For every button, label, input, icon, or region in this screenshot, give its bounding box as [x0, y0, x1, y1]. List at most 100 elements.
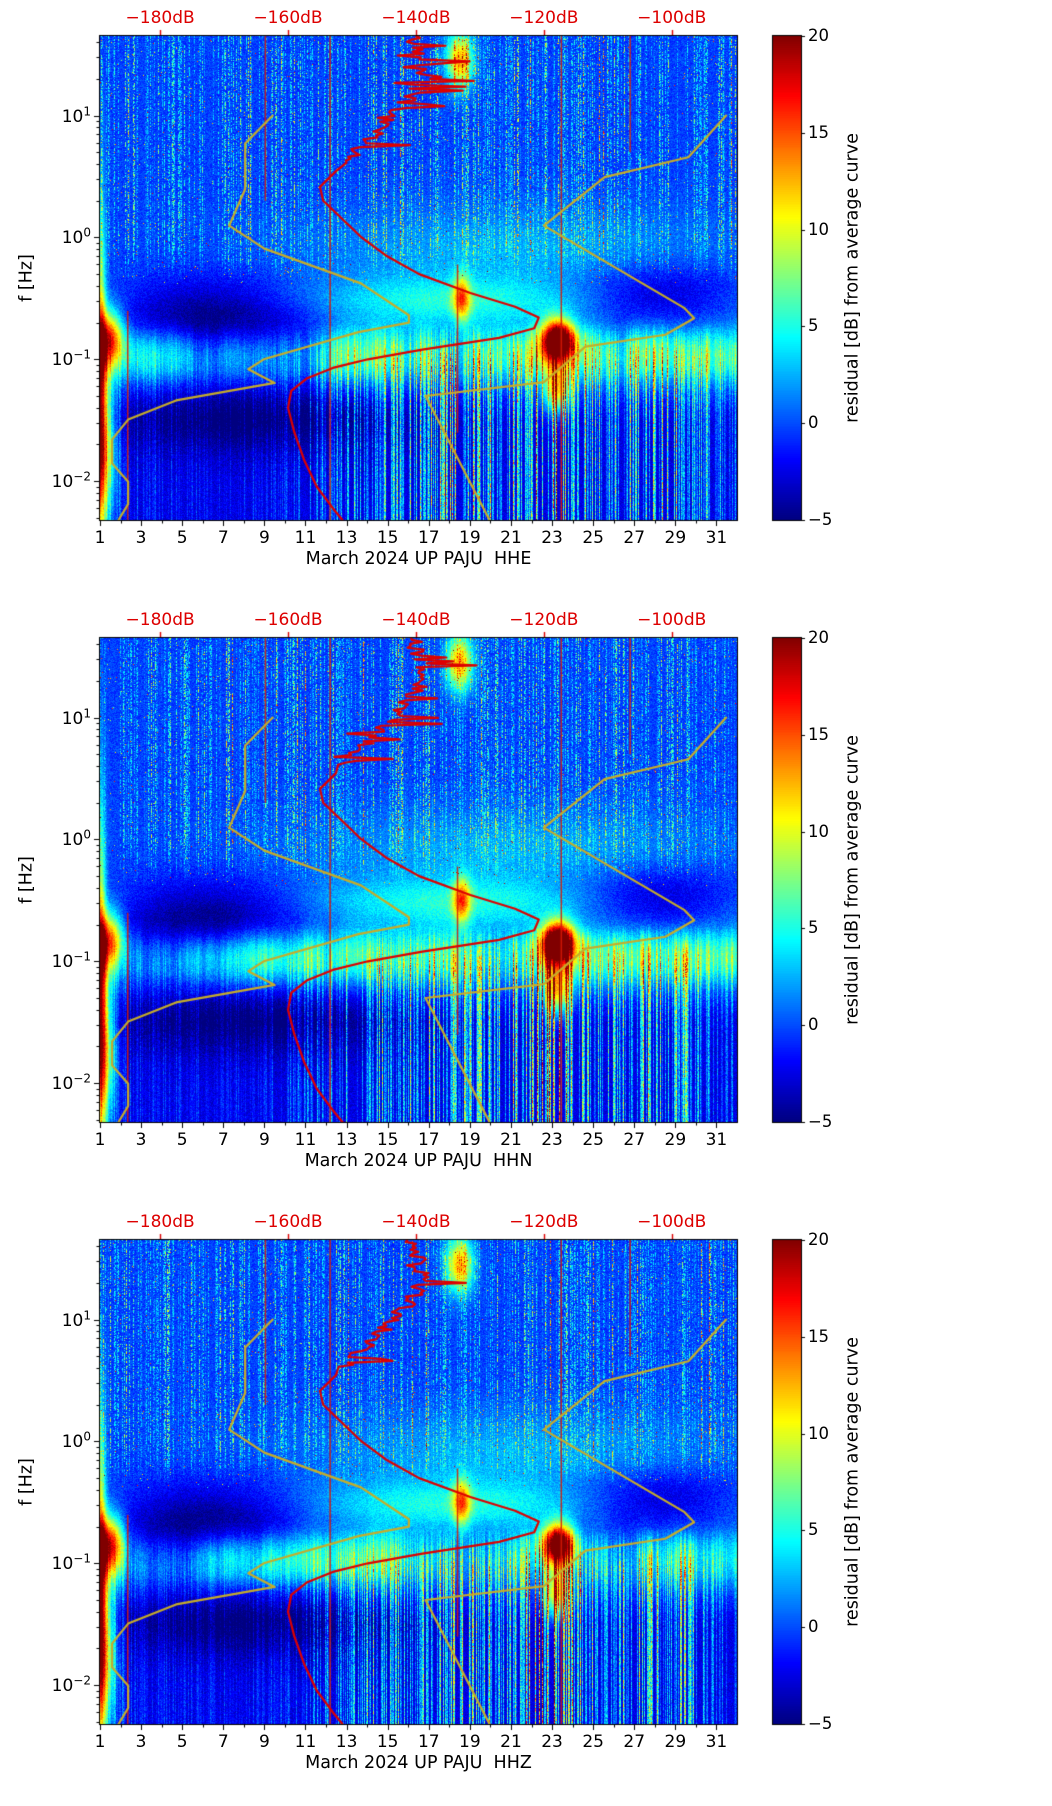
- x-tick-label: 7: [217, 528, 229, 548]
- x-tick-label: 23: [541, 1130, 563, 1150]
- x-tick-label: 27: [623, 1732, 646, 1752]
- x-tick-label: 19: [459, 1732, 481, 1752]
- y-tick-label: 101: [61, 1307, 91, 1331]
- colorbar-tick-label: 0: [808, 413, 819, 433]
- x-tick-label: 1: [94, 1732, 106, 1752]
- panel-hhe: −180dB −160dB −140dB −120dB −100dB 1 3 5 7 9 11 13 1…: [0, 0, 1052, 602]
- x-axis-title-hhn: March 2024 UP PAJU HHN: [304, 1151, 533, 1171]
- x-tick-label: 25: [582, 528, 604, 548]
- x-tick-label: 9: [258, 528, 270, 548]
- x-tick-label: 11: [294, 528, 317, 548]
- x-tick-label: 19: [459, 1130, 481, 1150]
- y-tick-label: 10−2: [51, 1071, 91, 1095]
- x-tick-label: 17: [417, 1130, 440, 1150]
- top-axis-tick-label: −100dB: [637, 8, 707, 28]
- x-tick-label: 3: [135, 1732, 147, 1752]
- x-tick-label: 31: [705, 1732, 728, 1752]
- x-tick-label: 11: [294, 1130, 317, 1150]
- x-tick-label: 11: [294, 1732, 317, 1752]
- y-tick-label: 10−1: [51, 347, 91, 371]
- top-axis-tick-label: −160dB: [253, 610, 323, 630]
- top-axis-tick-label: −140dB: [381, 8, 451, 28]
- top-axis-tick-label: −120dB: [509, 1212, 579, 1232]
- x-tick-label: 19: [459, 528, 481, 548]
- x-tick-label: 21: [500, 1130, 522, 1150]
- spectrogram-canvas-hhe: [0, 0, 1052, 602]
- colorbar-tick-label: 20: [808, 1229, 829, 1249]
- top-axis-tick-label: −120dB: [509, 8, 579, 28]
- x-tick-label: 13: [335, 528, 358, 548]
- y-tick-label: 10−1: [51, 1551, 91, 1575]
- x-tick-label: 17: [417, 1732, 440, 1752]
- x-tick-label: 31: [705, 528, 728, 548]
- x-tick-label: 29: [664, 1732, 687, 1752]
- x-tick-label: 17: [417, 528, 440, 548]
- x-tick-label: 29: [664, 1130, 687, 1150]
- y-tick-label: 100: [61, 827, 91, 851]
- colorbar-tick-label: 10: [808, 821, 829, 841]
- colorbar-tick-label: 20: [808, 25, 829, 45]
- x-tick-label: 7: [217, 1732, 229, 1752]
- top-axis-tick-label: −180dB: [125, 610, 195, 630]
- colorbar-tick-label: 10: [808, 1423, 829, 1443]
- panel-hhn: −180dB −160dB −140dB −120dB −100dB 1 3 5 7 9 11 13 1…: [0, 602, 1052, 1204]
- colorbar-tick-label: 10: [808, 219, 829, 239]
- top-axis-tick-label: −180dB: [125, 8, 195, 28]
- colorbar-tick-label: 0: [808, 1015, 819, 1035]
- top-axis-tick-label: −160dB: [253, 1212, 323, 1232]
- x-tick-label: 9: [258, 1732, 270, 1752]
- x-tick-label: 13: [335, 1130, 358, 1150]
- y-axis-label: f [Hz]: [16, 856, 37, 904]
- colorbar-tick-label: 15: [808, 724, 829, 744]
- x-tick-label: 7: [217, 1130, 229, 1150]
- y-axis-label: f [Hz]: [16, 254, 37, 302]
- y-tick-label: 10−2: [51, 469, 91, 493]
- colorbar-tick-label: 0: [808, 1617, 819, 1637]
- x-tick-label: 25: [582, 1130, 604, 1150]
- top-axis-tick-label: −100dB: [637, 610, 707, 630]
- y-tick-label: 100: [61, 225, 91, 249]
- colorbar-tick-label: −5: [808, 1111, 833, 1131]
- x-tick-label: 15: [376, 528, 399, 548]
- x-axis-title-hhz: March 2024 UP PAJU HHZ: [305, 1753, 532, 1773]
- x-tick-label: 23: [541, 528, 563, 548]
- colorbar-label: residual [dB] from average curve: [842, 1337, 863, 1627]
- x-tick-label: 29: [664, 528, 687, 548]
- top-axis-tick-label: −140dB: [381, 1212, 451, 1232]
- x-tick-label: 15: [376, 1732, 399, 1752]
- x-tick-label: 13: [335, 1732, 358, 1752]
- x-tick-label: 27: [623, 1130, 646, 1150]
- x-tick-label: 3: [135, 528, 147, 548]
- spectrogram-canvas-hhn: [0, 602, 1052, 1204]
- y-tick-label: 101: [61, 705, 91, 729]
- y-tick-label: 100: [61, 1429, 91, 1453]
- top-axis-tick-label: −160dB: [253, 8, 323, 28]
- x-axis-title-hhe: March 2024 UP PAJU HHE: [305, 549, 532, 569]
- colorbar-tick-label: −5: [808, 1713, 833, 1733]
- y-axis-label: f [Hz]: [16, 1458, 37, 1506]
- colorbar-tick-label: 15: [808, 1326, 829, 1346]
- x-tick-label: 27: [623, 528, 646, 548]
- colorbar-tick-label: 15: [808, 122, 829, 142]
- x-tick-label: 3: [135, 1130, 147, 1150]
- x-tick-label: 15: [376, 1130, 399, 1150]
- spectrogram-canvas-hhz: [0, 1204, 1052, 1806]
- y-tick-label: 101: [61, 103, 91, 127]
- x-tick-label: 25: [582, 1732, 604, 1752]
- y-tick-label: 10−1: [51, 949, 91, 973]
- x-tick-label: 1: [94, 1130, 106, 1150]
- x-tick-label: 21: [500, 528, 522, 548]
- x-tick-label: 1: [94, 528, 106, 548]
- colorbar-tick-label: 20: [808, 627, 829, 647]
- top-axis-tick-label: −140dB: [381, 610, 451, 630]
- x-tick-label: 23: [541, 1732, 563, 1752]
- panel-hhz: −180dB −160dB −140dB −120dB −100dB 1 3 5 7 9 11 13 1…: [0, 1204, 1052, 1806]
- x-tick-label: 31: [705, 1130, 728, 1150]
- x-tick-label: 9: [258, 1130, 270, 1150]
- colorbar-label: residual [dB] from average curve: [842, 133, 863, 423]
- top-axis-tick-label: −120dB: [509, 610, 579, 630]
- x-tick-label: 5: [176, 1732, 188, 1752]
- top-axis-tick-label: −100dB: [637, 1212, 707, 1232]
- x-tick-label: 5: [176, 528, 188, 548]
